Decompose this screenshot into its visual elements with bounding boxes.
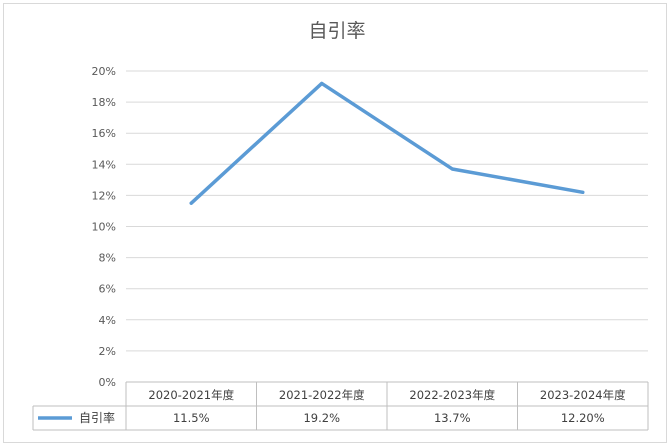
data-value-label: 13.7% <box>434 411 471 425</box>
chart-frame <box>3 3 667 443</box>
y-tick-label: 12% <box>92 189 116 202</box>
y-tick-label: 20% <box>92 65 116 78</box>
y-axis: 0% 2% 4% 6% 8% 10% 12% 14% 16% 18% 20% <box>92 65 116 389</box>
series-line <box>189 81 585 205</box>
y-tick-label: 16% <box>92 127 116 140</box>
chart-title: 自引率 <box>308 20 365 42</box>
data-value-label: 19.2% <box>303 411 340 425</box>
y-tick-label: 0% <box>99 376 116 389</box>
x-category-label: 2022-2023年度 <box>409 388 495 402</box>
y-tick-label: 6% <box>99 283 116 296</box>
series-group <box>189 81 585 205</box>
data-point <box>189 201 193 205</box>
y-tick-label: 18% <box>92 96 116 109</box>
data-point <box>320 81 324 86</box>
y-tick-label: 4% <box>99 314 116 327</box>
data-table: 2020-2021年度 2021-2022年度 2022-2023年度 2023-20… <box>32 381 649 431</box>
x-category-label: 2021-2022年度 <box>279 388 365 402</box>
data-value-label: 12.20% <box>561 411 605 425</box>
data-value-label: 11.5% <box>173 411 210 425</box>
data-point <box>581 190 585 194</box>
y-tick-label: 8% <box>99 252 116 265</box>
y-tick-label: 10% <box>92 221 116 234</box>
legend-label: 自引率 <box>79 410 115 425</box>
gridlines <box>126 70 648 383</box>
y-tick-label: 2% <box>99 345 116 358</box>
y-tick-label: 14% <box>92 158 116 171</box>
x-category-label: 2023-2024年度 <box>540 388 626 402</box>
data-point <box>450 167 454 171</box>
x-category-label: 2020-2021年度 <box>148 388 234 402</box>
